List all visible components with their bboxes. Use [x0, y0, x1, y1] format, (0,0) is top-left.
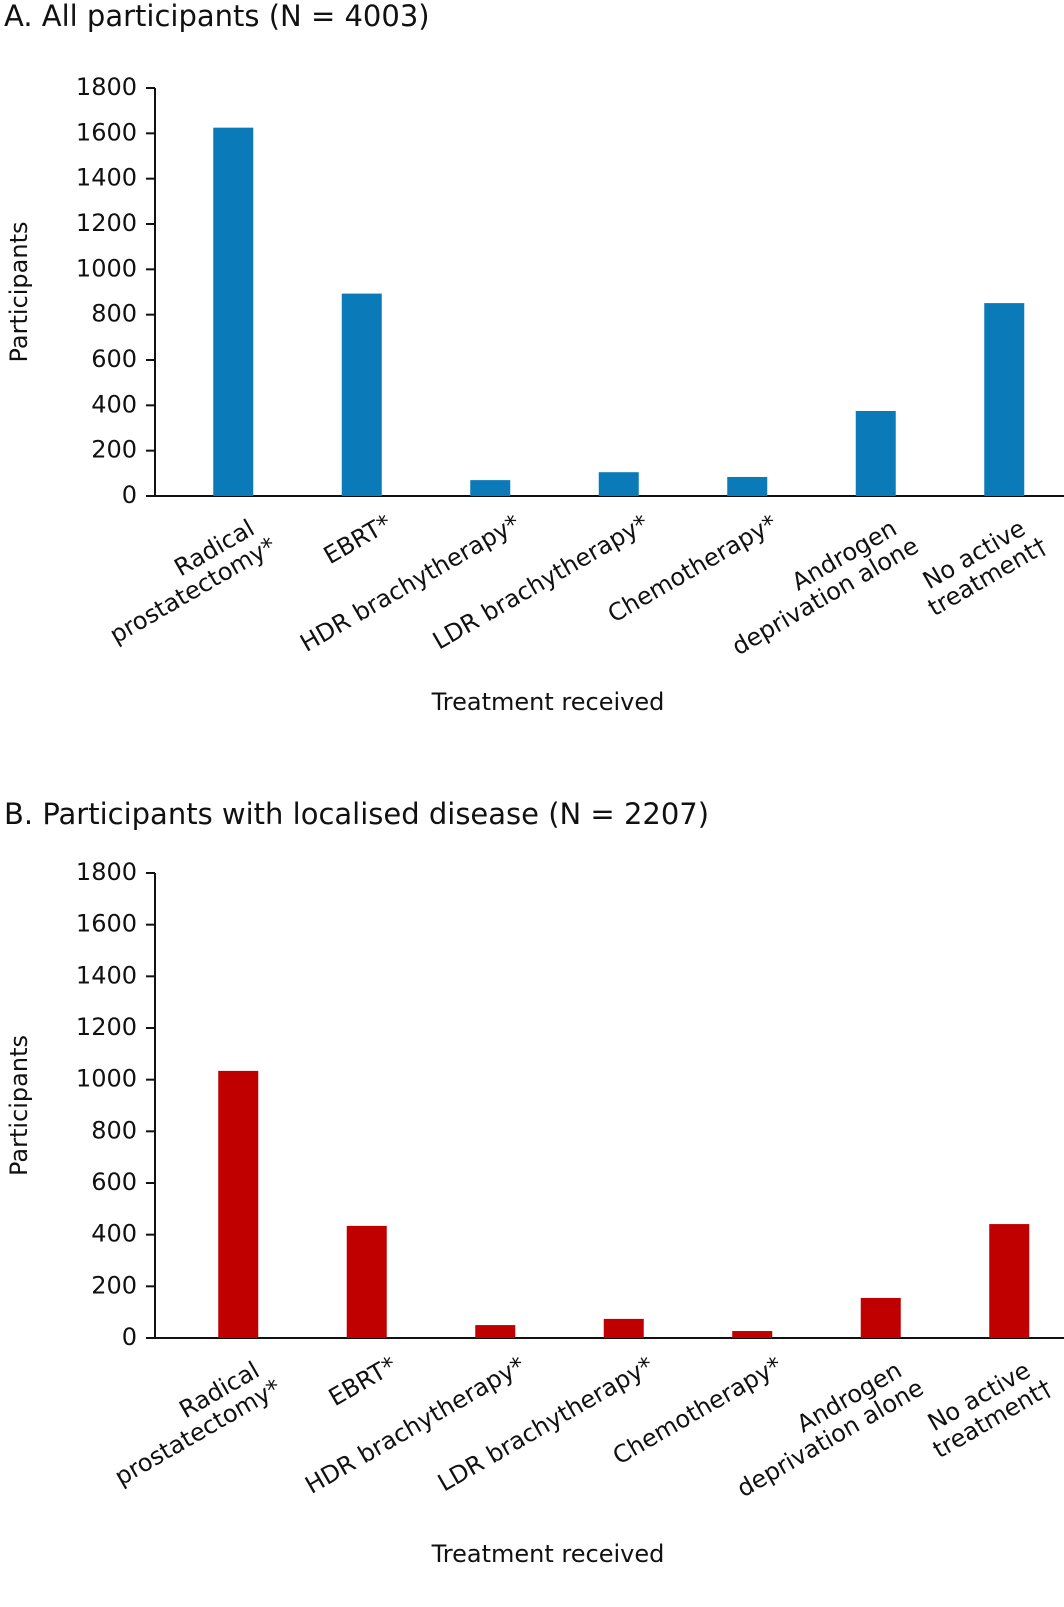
chart-title: A. All participants (N = 4003)	[4, 0, 430, 33]
x-axis-label: Treatment received	[431, 688, 665, 716]
y-tick-label: 1800	[76, 858, 137, 886]
y-axis-label: Participants	[5, 1035, 33, 1176]
bar	[860, 1297, 901, 1338]
chart-title: B. Participants with localised disease (…	[4, 797, 709, 831]
y-tick-label: 800	[91, 300, 137, 328]
y-tick-label: 800	[91, 1116, 137, 1144]
y-tick-label: 0	[122, 1323, 137, 1351]
y-tick-label: 400	[91, 1220, 137, 1248]
x-tick-label: HDR brachytherapy*	[300, 1351, 529, 1500]
bar	[732, 1331, 773, 1338]
y-tick-label: 1400	[76, 961, 137, 989]
chart: B. Participants with localised disease (…	[4, 797, 1064, 1568]
bar	[346, 1225, 387, 1338]
bar	[603, 1318, 644, 1338]
x-tick-label-line: HDR brachytherapy*	[300, 1351, 529, 1500]
x-tick-label-line: LDR brachytherapy*	[433, 1351, 658, 1497]
x-axis-label: Treatment received	[431, 1540, 665, 1568]
bar	[598, 472, 639, 496]
bar	[989, 1224, 1030, 1338]
bar	[475, 1325, 516, 1338]
y-tick-label: 1000	[76, 1065, 137, 1093]
y-tick-label: 1200	[76, 209, 137, 237]
x-tick-label: LDR brachytherapy*	[433, 1351, 658, 1497]
x-tick-label-line: HDR brachytherapy*	[295, 509, 524, 658]
x-tick-label: HDR brachytherapy*	[295, 509, 524, 658]
y-tick-label: 600	[91, 1168, 137, 1196]
y-tick-label: 600	[91, 345, 137, 373]
y-axis-label: Participants	[5, 222, 33, 363]
x-tick-label: LDR brachytherapy*	[428, 509, 653, 655]
bar	[341, 293, 382, 496]
bar	[984, 303, 1025, 496]
y-tick-label: 1400	[76, 164, 137, 192]
bar	[218, 1070, 259, 1338]
y-tick-label: 200	[91, 436, 137, 464]
y-tick-label: 400	[91, 390, 137, 418]
y-tick-label: 1600	[76, 118, 137, 146]
x-tick-label-line: LDR brachytherapy*	[428, 509, 653, 655]
x-tick-label-line: EBRT*	[324, 1351, 401, 1412]
y-tick-label: 0	[122, 481, 137, 509]
y-tick-label: 200	[91, 1271, 137, 1299]
x-tick-label-line: EBRT*	[319, 509, 396, 570]
chart: A. All participants (N = 4003) Participan…	[4, 0, 1064, 716]
y-tick-label: 1000	[76, 254, 137, 282]
x-tick-label: EBRT*	[324, 1351, 401, 1412]
y-tick-label: 1600	[76, 910, 137, 938]
bar	[470, 480, 511, 496]
x-tick-label: EBRT*	[319, 509, 396, 570]
bar	[855, 411, 896, 496]
y-tick-label: 1200	[76, 1013, 137, 1041]
bar	[213, 127, 254, 497]
y-tick-label: 1800	[76, 73, 137, 101]
bar	[727, 476, 768, 496]
